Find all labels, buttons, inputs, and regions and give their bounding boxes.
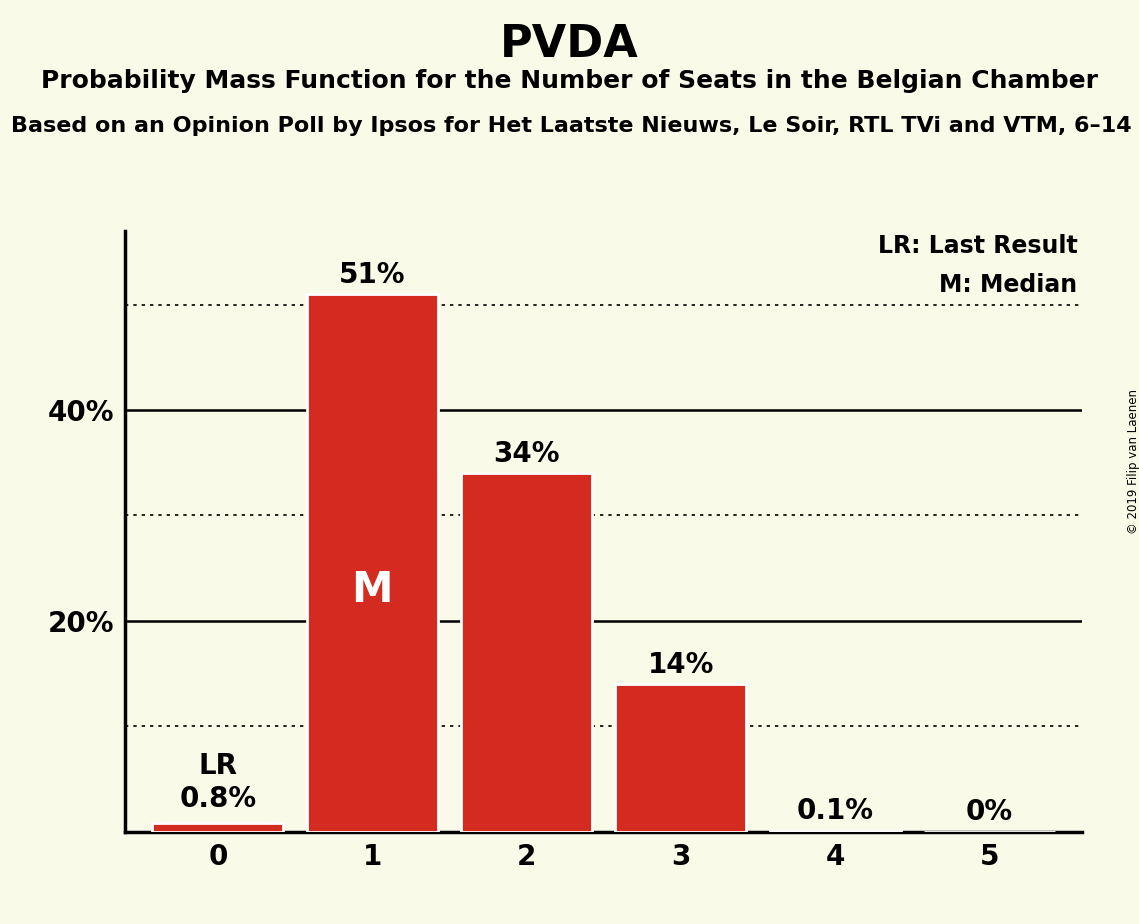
Text: PVDA: PVDA	[500, 23, 639, 67]
Text: Based on an Opinion Poll by Ipsos for Het Laatste Nieuws, Le Soir, RTL TVi and V: Based on an Opinion Poll by Ipsos for He…	[11, 116, 1139, 136]
Text: 0%: 0%	[966, 798, 1013, 826]
Text: 14%: 14%	[648, 650, 714, 679]
Bar	[306, 294, 437, 832]
Text: © 2019 Filip van Laenen: © 2019 Filip van Laenen	[1126, 390, 1139, 534]
Bar	[770, 831, 901, 832]
Text: 51%: 51%	[339, 261, 405, 289]
Text: M: M	[352, 569, 393, 611]
Bar	[615, 684, 746, 832]
Bar	[461, 473, 592, 832]
Bar	[153, 823, 284, 832]
Text: LR: Last Result: LR: Last Result	[877, 234, 1077, 258]
Text: 34%: 34%	[493, 440, 559, 468]
Text: LR
0.8%: LR 0.8%	[179, 752, 256, 812]
Text: Probability Mass Function for the Number of Seats in the Belgian Chamber: Probability Mass Function for the Number…	[41, 69, 1098, 93]
Text: 0.1%: 0.1%	[796, 797, 874, 825]
Text: M: Median: M: Median	[940, 273, 1077, 297]
